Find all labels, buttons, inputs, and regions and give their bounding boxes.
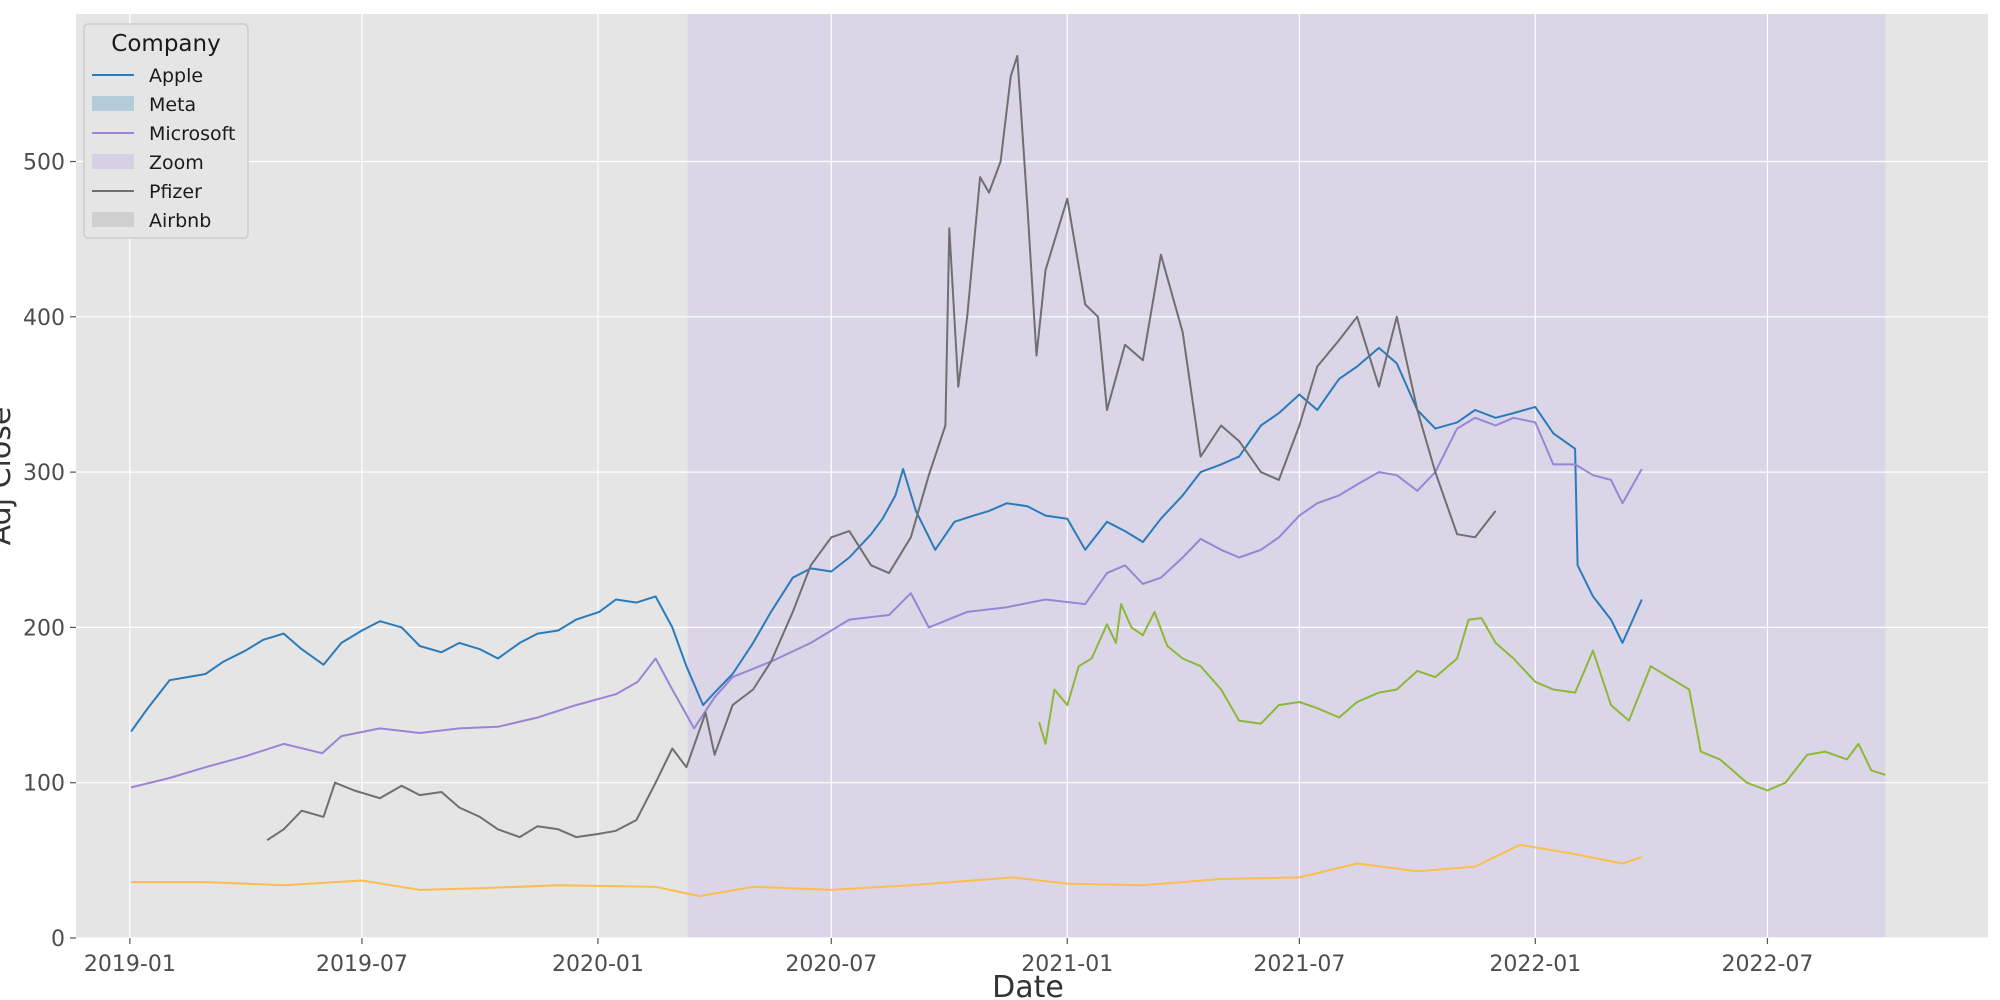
legend-label-meta: Meta [149, 94, 196, 116]
y-tick-label: 100 [23, 772, 65, 797]
series-line-unlabeled-6 [1038, 603, 1886, 792]
y-tick-label: 500 [23, 151, 65, 176]
legend-swatch-zoom [92, 154, 134, 169]
x-tick-label: 2022-07 [1721, 952, 1813, 977]
x-tick-label: 2020-01 [552, 952, 644, 977]
legend-swatch-meta [92, 96, 134, 111]
x-tick-label: 2019-07 [316, 952, 408, 977]
y-tick-label: 200 [23, 616, 65, 641]
series-line-apple [130, 346, 1643, 733]
x-tick-label: 2021-07 [1253, 952, 1345, 977]
y-axis-title: Adj Close [0, 407, 18, 546]
y-tick-label: 400 [23, 306, 65, 331]
x-tick-label: 2020-07 [785, 952, 877, 977]
shaded-region [687, 14, 1886, 938]
legend-label-airbnb: Airbnb [149, 210, 211, 232]
legend-label-microsoft: Microsoft [149, 123, 235, 145]
y-tick-label: 0 [51, 927, 65, 952]
legend-swatch-airbnb [92, 212, 134, 227]
series-line-pfizer [266, 54, 1497, 842]
x-tick-label: 2019-01 [84, 952, 176, 977]
legend-box [83, 23, 249, 239]
series-line-unlabeled-7 [131, 843, 1643, 898]
legend-label-apple: Apple [149, 65, 203, 87]
legend-label-zoom: Zoom [149, 152, 204, 174]
x-tick-label: 2021-01 [1021, 952, 1113, 977]
series-line-microsoft [130, 416, 1643, 789]
y-tick-label: 300 [23, 461, 65, 486]
legend-title: Company [111, 31, 220, 57]
legend: Company Apple Meta Microsoft Zoom Pfizer Airb… [83, 23, 249, 239]
x-tick-label: 2022-01 [1489, 952, 1581, 977]
x-axis-title: Date [992, 970, 1064, 1000]
legend-label-pfizer: Pfizer [149, 181, 202, 203]
